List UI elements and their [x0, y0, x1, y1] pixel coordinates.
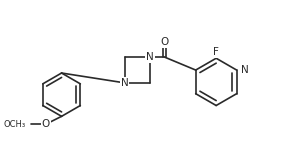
Text: N: N — [121, 78, 128, 88]
Text: N: N — [241, 65, 248, 75]
Text: OCH₃: OCH₃ — [4, 120, 26, 129]
Text: O: O — [42, 119, 50, 129]
Text: F: F — [213, 47, 219, 57]
Text: N: N — [146, 52, 154, 62]
Text: O: O — [161, 37, 169, 48]
